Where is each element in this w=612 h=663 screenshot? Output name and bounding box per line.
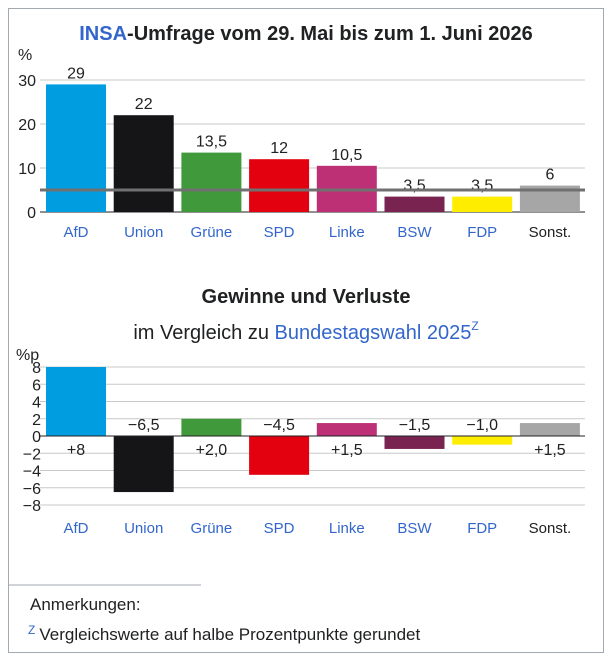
insa-link[interactable]: INSA bbox=[79, 23, 127, 45]
change-value-label: −1,5 bbox=[399, 417, 431, 434]
bar-value-label: 29 bbox=[67, 65, 85, 82]
gains-subheading: im Vergleich zu Bundestagswahl 2025Z bbox=[133, 319, 478, 344]
bar-value-label: 13,5 bbox=[196, 134, 227, 151]
category-label[interactable]: Linke bbox=[329, 520, 365, 537]
category-label[interactable]: AfD bbox=[63, 520, 88, 537]
category-label[interactable]: Linke bbox=[329, 224, 365, 241]
bundestagswahl-link[interactable]: Bundestagswahl 2025 bbox=[275, 322, 472, 344]
category-label[interactable]: FDP bbox=[467, 520, 497, 537]
change-value-label: −4,5 bbox=[263, 417, 295, 434]
change-value-label: +1,5 bbox=[534, 442, 566, 459]
change-bar-grüne bbox=[181, 418, 242, 436]
y-tick-label: 30 bbox=[18, 73, 36, 90]
poll-results-chart: % 0 10 20 30 29 AfD 22 Union 13,5 Grüne 12 SPD 10,5 Li… bbox=[18, 47, 585, 241]
bar-value-label: 3,5 bbox=[403, 178, 425, 195]
y-tick-label: 2 bbox=[32, 412, 41, 429]
category-label[interactable]: BSW bbox=[397, 520, 432, 537]
y-tick-label: −2 bbox=[23, 446, 41, 463]
y-tick-label: 10 bbox=[18, 161, 36, 178]
gains-sub-prefix: im Vergleich zu bbox=[133, 322, 274, 344]
y-tick-label: −4 bbox=[23, 464, 41, 481]
change-bar-sonst bbox=[519, 423, 580, 436]
y-tick-label: 0 bbox=[32, 429, 41, 446]
title-rest: -Umfrage vom 29. Mai bis zum 1. Juni 202… bbox=[127, 23, 533, 45]
y-tick-label: −8 bbox=[23, 498, 41, 515]
bar-bsw bbox=[384, 196, 445, 212]
change-bar-bsw bbox=[384, 436, 445, 449]
change-value-label: −6,5 bbox=[128, 417, 160, 434]
category-label[interactable]: SPD bbox=[264, 224, 295, 241]
category-label: Sonst. bbox=[529, 224, 572, 241]
y-axis-unit: % bbox=[18, 47, 32, 64]
change-bar-linke bbox=[316, 423, 377, 436]
category-label[interactable]: Grüne bbox=[191, 224, 233, 241]
bar-spd bbox=[249, 159, 310, 212]
category-label[interactable]: Grüne bbox=[191, 520, 233, 537]
footnote-z-text: Vergleichswerte auf halbe Prozentpunkte … bbox=[39, 625, 420, 644]
bar-grüne bbox=[181, 152, 242, 212]
change-value-label: +8 bbox=[67, 442, 85, 459]
change-value-label: +2,0 bbox=[196, 442, 228, 459]
change-value-label: −1,0 bbox=[466, 417, 498, 434]
category-label[interactable]: SPD bbox=[264, 520, 295, 537]
y-tick-label: 6 bbox=[32, 377, 41, 394]
change-bar-spd bbox=[249, 436, 310, 475]
y-axis-unit: %p bbox=[16, 347, 39, 364]
category-label: Sonst. bbox=[529, 520, 572, 537]
bar-value-label: 10,5 bbox=[331, 147, 362, 164]
bar-value-label: 22 bbox=[135, 96, 153, 113]
chart-frame bbox=[8, 8, 604, 653]
footnote-z-marker[interactable]: Z bbox=[471, 319, 478, 333]
y-tick-label: −6 bbox=[23, 481, 41, 498]
category-label[interactable]: FDP bbox=[467, 224, 497, 241]
change-bar-fdp bbox=[452, 436, 513, 445]
y-tick-label: 8 bbox=[32, 360, 41, 377]
category-label[interactable]: AfD bbox=[63, 224, 88, 241]
bar-afd bbox=[46, 84, 106, 212]
bar-value-label: 3,5 bbox=[471, 178, 493, 195]
bar-union bbox=[113, 115, 174, 212]
chart-title: INSA-Umfrage vom 29. Mai bis zum 1. Juni… bbox=[79, 23, 533, 45]
category-label[interactable]: Union bbox=[124, 520, 163, 537]
footnote-z: Z Vergleichswerte auf halbe Prozentpunkte… bbox=[28, 623, 420, 644]
category-label[interactable]: BSW bbox=[397, 224, 432, 241]
bar-fdp bbox=[452, 196, 513, 212]
bar-value-label: 6 bbox=[545, 167, 554, 184]
change-bar-union bbox=[113, 436, 174, 493]
y-tick-label: 0 bbox=[27, 205, 36, 222]
notes-heading: Anmerkungen: bbox=[30, 595, 141, 614]
y-tick-label: 4 bbox=[32, 395, 41, 412]
gains-heading: Gewinne und Verluste bbox=[202, 286, 411, 308]
change-value-label: +1,5 bbox=[331, 442, 363, 459]
footnote-z-mark: Z bbox=[28, 623, 35, 637]
bar-value-label: 12 bbox=[270, 140, 288, 157]
y-tick-label: 20 bbox=[18, 117, 36, 134]
change-bar-afd bbox=[46, 367, 106, 436]
category-label[interactable]: Union bbox=[124, 224, 163, 241]
